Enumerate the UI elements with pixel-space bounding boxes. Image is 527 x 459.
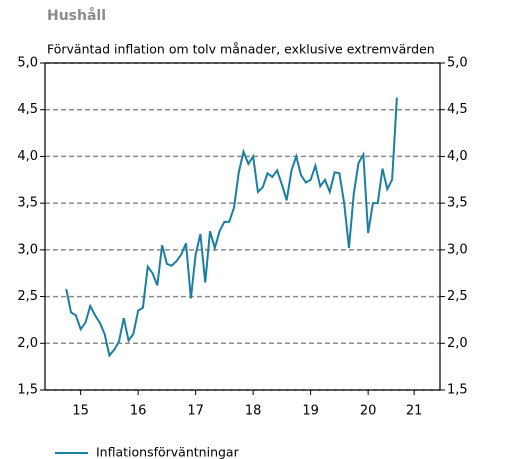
data-line — [65, 97, 398, 358]
y-tick-label: 2,0 — [17, 336, 38, 351]
y2-tick-label: 1,5 — [447, 383, 468, 398]
y-tick-label: 4,5 — [17, 102, 38, 117]
x-tick-label: 17 — [187, 404, 204, 419]
x-tick-label: 15 — [72, 404, 89, 419]
x-tick-label: 18 — [245, 404, 262, 419]
y2-tick-label: 5,0 — [447, 56, 468, 71]
y2-tick-label: 2,5 — [447, 289, 468, 304]
y2-tick-label: 2,0 — [447, 336, 468, 351]
chart-subtitle: Förväntad inflation om tolv månader, exk… — [47, 42, 435, 57]
plot: 1,5 1,5 2,0 2,0 2,5 2,5 3,0 3,0 3,5 3,5 4,0 4,0 4,5 4… — [17, 56, 467, 419]
x-tick-label: 21 — [406, 404, 423, 419]
y-tick-label: 3,5 — [17, 196, 38, 211]
y-tick-label: 3,0 — [17, 242, 38, 257]
y-tick-label: 5,0 — [17, 56, 38, 71]
x-tick-label: 20 — [360, 404, 377, 419]
y-tick-label: 1,5 — [17, 383, 38, 398]
y2-tick-label: 3,0 — [447, 242, 468, 257]
y2-tick-label: 3,5 — [447, 196, 468, 211]
y2-tick-label: 4,5 — [447, 102, 468, 117]
y-tick-label: 4,0 — [17, 149, 38, 164]
y2-tick-label: 4,0 — [447, 149, 468, 164]
plot-frame — [44, 62, 441, 391]
x-tick-label: 16 — [130, 404, 147, 419]
x-tick-label: 19 — [302, 404, 319, 419]
chart-title: Hushåll — [47, 7, 106, 24]
legend-label: Inflationsförväntningar — [96, 445, 240, 459]
y-tick-label: 2,5 — [17, 289, 38, 304]
